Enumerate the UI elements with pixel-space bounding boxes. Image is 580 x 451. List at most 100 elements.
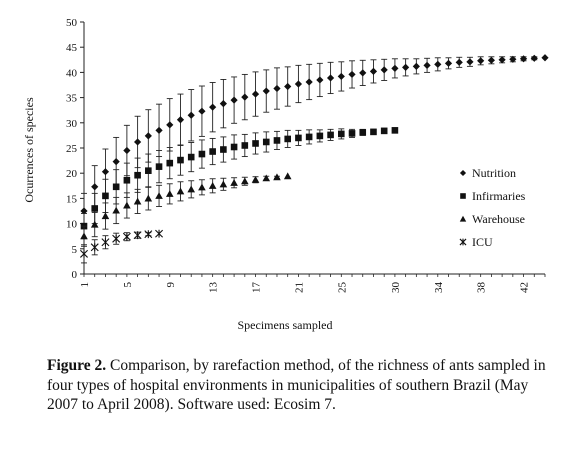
data-point <box>241 177 249 185</box>
data-point <box>241 93 249 101</box>
data-point <box>326 74 335 82</box>
y-tick-label: 10 <box>66 219 78 231</box>
x-tick-label: 21 <box>293 282 305 293</box>
data-point <box>498 56 506 64</box>
data-point <box>466 58 474 66</box>
data-point <box>391 127 399 134</box>
data-point <box>423 61 431 69</box>
data-point <box>359 129 367 136</box>
data-point <box>251 90 260 98</box>
x-tick-label: 25 <box>336 282 348 294</box>
data-point <box>209 148 216 155</box>
data-point <box>80 232 88 240</box>
data-point <box>123 176 131 184</box>
data-point <box>230 143 238 151</box>
data-point <box>155 163 163 170</box>
x-axis-label: Specimens sampled <box>238 318 333 332</box>
y-tick-label: 45 <box>66 42 78 54</box>
data-point <box>123 201 131 209</box>
data-point <box>412 62 420 70</box>
data-point <box>198 150 206 158</box>
data-point <box>252 140 259 147</box>
series-icu <box>80 229 164 264</box>
data-point <box>262 138 270 146</box>
data-point <box>102 192 109 200</box>
data-point <box>219 100 227 108</box>
data-point <box>348 70 356 79</box>
legend-marker-infirmaries <box>460 193 466 199</box>
series-nutrition <box>80 54 549 230</box>
data-point <box>444 59 453 67</box>
data-point <box>337 72 345 81</box>
data-point <box>359 69 367 77</box>
data-point <box>402 63 410 71</box>
data-point <box>294 80 303 88</box>
legend-marker-icu <box>459 238 467 246</box>
data-point <box>262 87 270 95</box>
data-point <box>80 207 88 215</box>
data-point <box>209 103 217 111</box>
y-tick-label: 50 <box>66 17 78 29</box>
data-point <box>283 172 292 180</box>
caption-text: Comparison, by rarefaction method, of th… <box>47 357 546 413</box>
data-point <box>122 232 131 241</box>
x-tick-label: 30 <box>390 282 402 294</box>
data-point <box>219 180 228 188</box>
data-point <box>112 183 120 191</box>
data-point <box>434 60 442 68</box>
data-point <box>144 132 152 140</box>
y-tick-label: 15 <box>66 193 78 205</box>
data-point <box>91 183 99 191</box>
data-point <box>144 230 153 239</box>
data-point <box>273 137 281 144</box>
data-point <box>369 67 378 75</box>
data-point <box>338 130 345 138</box>
data-point <box>80 249 88 258</box>
data-point <box>316 76 324 84</box>
x-tick-label: 38 <box>476 282 488 294</box>
y-axis-label: Ocurrences of species <box>22 97 36 203</box>
data-point <box>91 205 99 212</box>
data-point <box>155 192 163 199</box>
x-tick-label: 34 <box>433 282 445 294</box>
data-point <box>166 121 174 129</box>
x-tick-label: 1 <box>79 282 91 288</box>
data-point <box>477 57 485 65</box>
data-point <box>176 116 185 124</box>
data-point <box>90 220 99 228</box>
data-point <box>90 243 99 252</box>
data-point <box>133 197 142 205</box>
data-point <box>133 231 142 240</box>
legend-marker-nutrition <box>459 169 467 177</box>
legend-label-icu: ICU <box>472 235 493 249</box>
x-tick-label: 13 <box>208 282 220 294</box>
x-tick-label: 42 <box>519 282 531 293</box>
data-point <box>455 58 463 66</box>
data-point <box>316 132 324 140</box>
data-point <box>112 158 120 166</box>
legend-label-infirmaries: Infirmaries <box>472 189 526 203</box>
data-point <box>273 173 281 181</box>
data-point <box>370 128 377 136</box>
y-tick-label: 35 <box>66 93 78 105</box>
legend-label-nutrition: Nutrition <box>472 166 516 180</box>
data-point <box>187 153 195 161</box>
figure-caption: Figure 2. Comparison, by rarefaction met… <box>47 356 555 415</box>
y-tick-label: 5 <box>72 244 78 256</box>
data-point <box>198 183 206 191</box>
data-point <box>230 178 238 186</box>
data-point <box>284 135 291 143</box>
data-point <box>134 138 142 146</box>
caption-lead: Figure 2. <box>47 357 107 374</box>
data-point <box>327 131 334 139</box>
data-point <box>519 55 528 63</box>
data-point <box>251 175 260 183</box>
data-point <box>305 133 313 141</box>
data-point <box>101 212 110 220</box>
data-point <box>155 126 163 134</box>
data-point <box>165 190 174 197</box>
data-point <box>198 107 206 115</box>
series-warehouse <box>80 172 292 247</box>
